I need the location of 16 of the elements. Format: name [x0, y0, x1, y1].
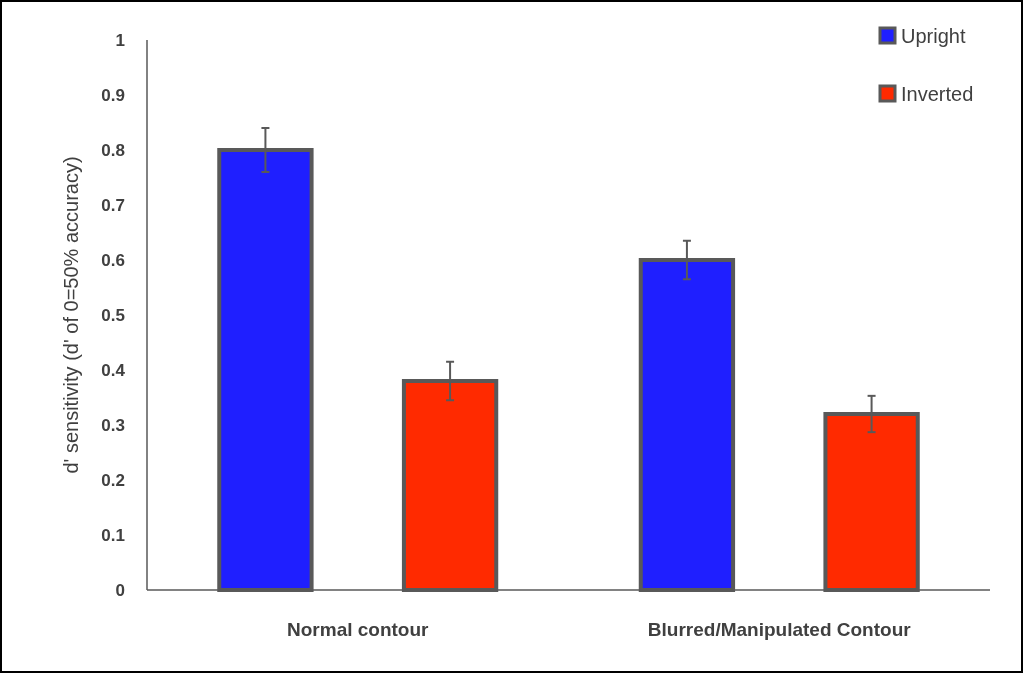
y-tick-label: 0.2: [101, 470, 125, 490]
y-tick-label: 0.5: [101, 305, 125, 325]
y-tick-label: 0.8: [101, 140, 125, 160]
y-tick-label: 0.1: [101, 525, 125, 545]
x-tick-label: Blurred/Manipulated Contour: [647, 619, 912, 640]
y-tick-label: 0.3: [101, 415, 125, 435]
y-tick-label: 0.6: [101, 250, 125, 270]
y-tick-label: 0: [115, 580, 125, 600]
y-tick-label: 1: [115, 30, 125, 50]
y-tick-label: 0.4: [101, 360, 126, 380]
y-tick-label: 0.7: [101, 195, 125, 215]
legend-label: Upright: [901, 25, 966, 47]
y-axis-title: d' sensitivity (d' of 0=50% accuracy): [60, 156, 82, 474]
y-tick-label: 0.9: [101, 85, 125, 105]
legend-label: Inverted: [901, 83, 974, 105]
x-tick-label: Normal contour: [287, 619, 430, 640]
